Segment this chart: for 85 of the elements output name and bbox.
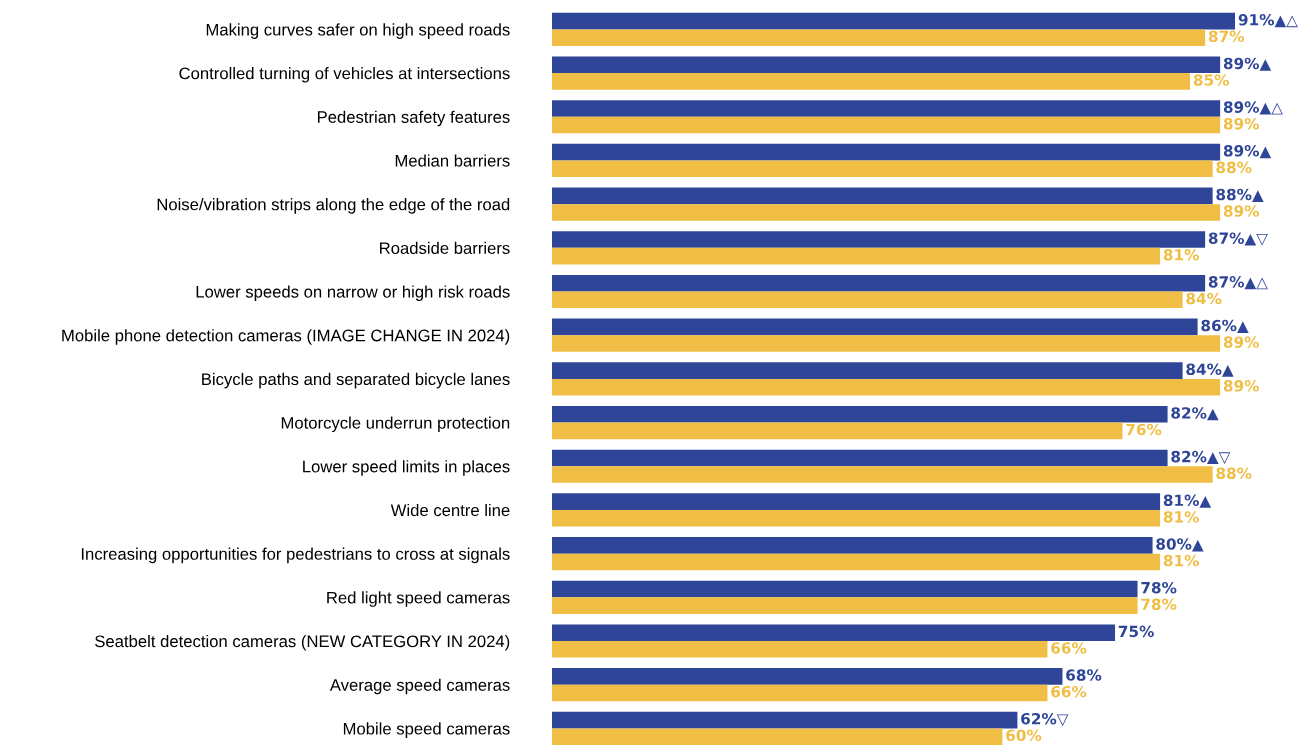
bar (551, 247, 1161, 265)
bar (551, 449, 1168, 467)
data-label: 88%▲ (1216, 188, 1264, 202)
bar (551, 668, 1063, 685)
data-label: 85% (1193, 74, 1229, 86)
bar (551, 187, 1213, 205)
bar (551, 73, 1191, 90)
data-label: 76% (1126, 423, 1162, 436)
y-tick-label: Noise/vibration strips along the edge of the road (157, 198, 510, 214)
data-label: 91%▲△ (1238, 13, 1298, 28)
y-tick-label: Average speed cameras (329, 678, 510, 695)
y-tick-label: Increasing opportunities for pedestrians to cross at signals (81, 547, 510, 564)
bar (551, 728, 1003, 745)
y-tick-label: Median barriers (395, 154, 510, 167)
bar (551, 291, 1183, 309)
data-label: 87%▲△ (1208, 276, 1268, 290)
bar (551, 509, 1161, 527)
data-label: 81% (1163, 511, 1199, 523)
bar (551, 711, 1018, 729)
data-label: 89% (1223, 380, 1259, 392)
data-label: 68% (1066, 669, 1102, 681)
bar (551, 160, 1213, 178)
data-label: 89% (1223, 205, 1259, 217)
data-label: 84%▲ (1186, 363, 1234, 377)
data-label: 88% (1216, 161, 1252, 174)
y-tick-label: Motorcycle underrun protection (281, 416, 510, 433)
data-label: 75% (1118, 625, 1154, 638)
data-label: 81% (1163, 554, 1199, 567)
bar (551, 641, 1048, 658)
y-tick-label: Lower speed limits in places (303, 460, 510, 476)
data-label: 88% (1216, 467, 1252, 479)
data-label: 84% (1186, 292, 1222, 305)
bar (551, 12, 1236, 30)
data-label: 82%▲▽ (1171, 450, 1231, 465)
bar (551, 204, 1221, 221)
bar (551, 100, 1221, 117)
y-tick-label: Controlled turning of vehicles at intersections (179, 67, 510, 83)
bar (551, 597, 1138, 614)
y-tick-label: Roadside barriers (380, 241, 510, 255)
bar (551, 143, 1221, 161)
data-label: 81% (1163, 249, 1199, 261)
bar (551, 378, 1221, 396)
y-tick-label: Red light speed cameras (327, 591, 510, 607)
bar (551, 116, 1221, 134)
bar (551, 466, 1213, 483)
data-label: 81%▲ (1163, 494, 1212, 508)
data-label: 89% (1223, 336, 1259, 348)
data-label: 66% (1051, 685, 1087, 698)
y-tick-label: Pedestrian safety features (317, 110, 510, 127)
data-label: 89%▲ (1223, 57, 1272, 71)
data-label: 87%▲▽ (1208, 232, 1268, 246)
data-label: 89% (1223, 117, 1259, 130)
data-label: 78% (1141, 581, 1177, 594)
bar (551, 362, 1183, 379)
data-label: 60% (1006, 729, 1042, 742)
bar (551, 553, 1161, 571)
bar (551, 684, 1048, 702)
bar (551, 537, 1153, 554)
y-tick-label: Seatbelt detection cameras (NEW CATEGORY IN 2024) (95, 634, 510, 651)
bar (551, 231, 1206, 248)
data-label: 82%▲ (1171, 407, 1219, 421)
bar (551, 274, 1206, 292)
bar (551, 493, 1161, 510)
bar (551, 56, 1221, 74)
data-label: 86%▲ (1201, 319, 1249, 333)
y-tick-label: Wide centre line (390, 503, 510, 517)
y-tick-label: Mobile phone detection cameras (IMAGE CHANGE IN 2024) (62, 329, 510, 345)
data-label: 89%▲△ (1223, 101, 1283, 115)
data-label: 62%▽ (1021, 712, 1069, 727)
data-label: 78% (1141, 598, 1177, 611)
data-label: 80%▲ (1156, 538, 1204, 552)
y-tick-label: Making curves safer on high speed roads (206, 23, 510, 39)
y-tick-label: Mobile speed cameras (343, 722, 510, 738)
y-tick-label: Bicycle paths and separated bicycle lanes (202, 372, 510, 389)
data-label: 66% (1051, 642, 1087, 654)
bar (551, 29, 1206, 46)
bar (551, 318, 1198, 336)
bar (551, 422, 1123, 440)
data-label: 87% (1208, 30, 1244, 43)
y-tick-label: Lower speeds on narrow or high risk roads (196, 285, 510, 302)
bar (551, 624, 1116, 642)
data-label: 89%▲ (1223, 145, 1272, 159)
bar (551, 405, 1168, 423)
bar (551, 580, 1138, 598)
bar (551, 335, 1221, 352)
